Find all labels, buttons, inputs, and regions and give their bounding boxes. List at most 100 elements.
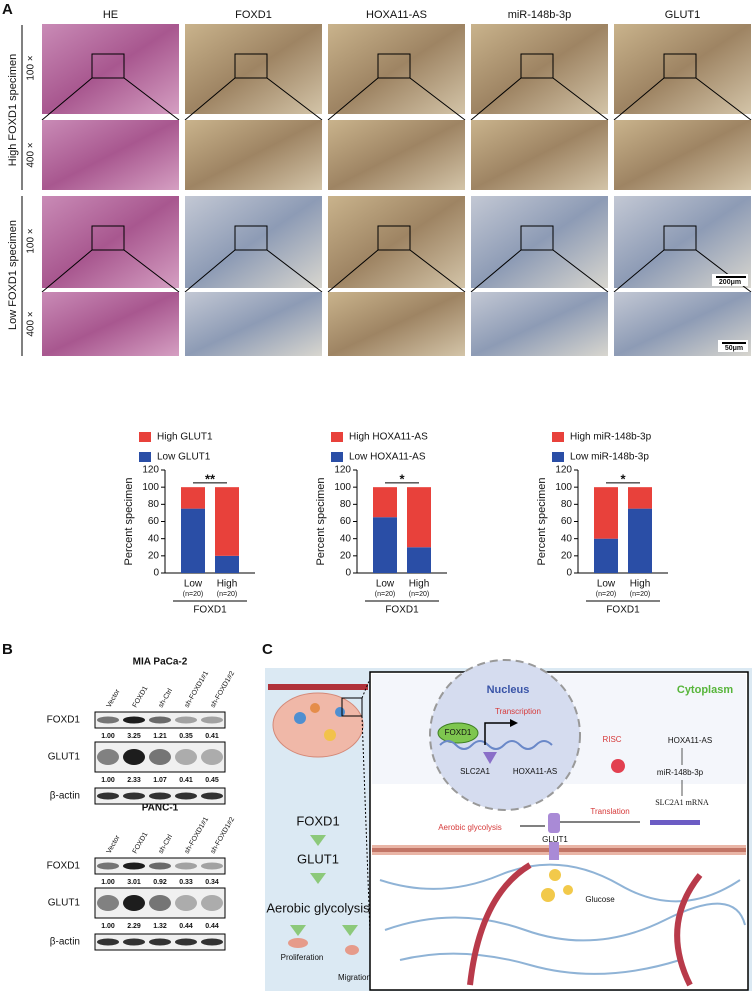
quantification: 3.01 — [127, 879, 141, 886]
arrow — [290, 925, 306, 936]
legend-swatch — [139, 432, 151, 442]
significance: * — [399, 472, 405, 487]
panel-label: A — [2, 1, 13, 18]
rna-label: miR-148b-3p — [657, 768, 704, 777]
zoom-line — [41, 249, 93, 293]
lane-label: sh-Ctrl — [158, 833, 175, 855]
micrograph — [42, 24, 179, 114]
risc — [611, 759, 625, 773]
flow-step: FOXD1 — [296, 813, 339, 828]
cytoplasm-label: Cytoplasm — [677, 684, 733, 696]
micrograph — [42, 292, 179, 356]
bar-segment — [628, 508, 652, 573]
legend-label: High GLUT1 — [157, 432, 213, 443]
zoom-line — [695, 77, 752, 121]
band — [97, 938, 119, 946]
protein-label: GLUT1 — [542, 835, 568, 844]
zoom-line — [470, 77, 522, 121]
quantification: 3.25 — [127, 733, 141, 740]
y-tick-label: 40 — [561, 533, 573, 544]
band — [149, 716, 171, 724]
fibers — [379, 863, 746, 975]
rna-label: SLC2A1 mRNA — [655, 798, 709, 807]
legend-label: Low GLUT1 — [157, 452, 211, 463]
y-tick-label: 80 — [148, 499, 160, 510]
micrograph — [328, 120, 465, 190]
band — [97, 862, 119, 870]
band — [201, 749, 223, 765]
y-tick-label: 100 — [334, 482, 351, 493]
bar-segment — [373, 517, 397, 573]
gene-label: SLC2A1 — [460, 767, 490, 776]
legend-swatch — [139, 452, 151, 462]
cell — [288, 938, 308, 948]
micrograph — [614, 24, 751, 114]
micrograph — [185, 24, 322, 114]
magnification: 400 × — [26, 311, 37, 336]
gene-label: HOXA11-AS — [513, 767, 557, 776]
x-tick-label: High — [409, 579, 430, 590]
band — [123, 938, 145, 946]
inset-box — [377, 53, 411, 79]
protein-label: GLUT1 — [48, 752, 81, 763]
quantification: 0.35 — [179, 733, 193, 740]
band — [175, 895, 197, 911]
mrna — [650, 820, 700, 825]
vessel — [268, 684, 368, 690]
category-note: (n=20) — [217, 591, 237, 598]
category-note: (n=20) — [183, 591, 203, 598]
protein-label: GLUT1 — [48, 898, 81, 909]
bar-segment — [594, 487, 618, 539]
zoom-line — [327, 77, 379, 121]
inset-box — [520, 53, 554, 79]
category-note: (n=20) — [630, 591, 650, 598]
glucose — [563, 885, 573, 895]
band — [97, 749, 119, 765]
row-label: Low FOXD1 specimen — [7, 220, 19, 330]
zoom-line — [470, 249, 522, 293]
cell — [324, 729, 336, 741]
y-tick-label: 60 — [340, 516, 352, 527]
y-tick-label: 20 — [340, 550, 352, 561]
band — [175, 862, 197, 870]
inset-box — [91, 225, 125, 251]
legend-label: High HOXA11-AS — [349, 432, 428, 443]
micrograph — [614, 120, 751, 190]
annotation: Aerobic glycolysis — [438, 823, 502, 832]
bar-segment — [215, 555, 239, 573]
bar-segment — [215, 487, 239, 556]
quantification: 0.92 — [153, 879, 167, 886]
magnification: 100 × — [26, 228, 37, 253]
band — [123, 749, 145, 765]
annotation: Translation — [590, 807, 629, 816]
protein-label: β-actin — [50, 937, 80, 948]
dna — [439, 740, 553, 750]
arrow — [510, 719, 518, 727]
inset-box — [520, 225, 554, 251]
lane-label: sh-FOXD1#2 — [210, 816, 237, 855]
zoom-line — [327, 249, 379, 293]
band — [201, 862, 223, 870]
zoom-line — [184, 77, 236, 121]
band — [175, 716, 197, 724]
cell-line: PANC-1 — [142, 803, 179, 814]
category-note: (n=20) — [375, 591, 395, 598]
cell-line: MIA PaCa-2 — [133, 657, 188, 668]
band — [97, 792, 119, 800]
zoom-line — [552, 249, 609, 293]
x-tick-label: High — [630, 579, 651, 590]
zoom-line — [613, 77, 665, 121]
lane-label: sh-FOXD1#2 — [210, 670, 237, 709]
bar-segment — [373, 487, 397, 518]
inset-box — [234, 53, 268, 79]
lane-label: FOXD1 — [132, 685, 150, 709]
cell — [310, 703, 320, 713]
lane-label: Vector — [106, 688, 122, 709]
zoom-line — [361, 715, 373, 989]
micrograph — [471, 120, 608, 190]
quantification: 1.00 — [101, 777, 115, 784]
inset-box — [91, 53, 125, 79]
quantification: 0.45 — [205, 777, 219, 784]
flow-step: GLUT1 — [297, 851, 339, 866]
